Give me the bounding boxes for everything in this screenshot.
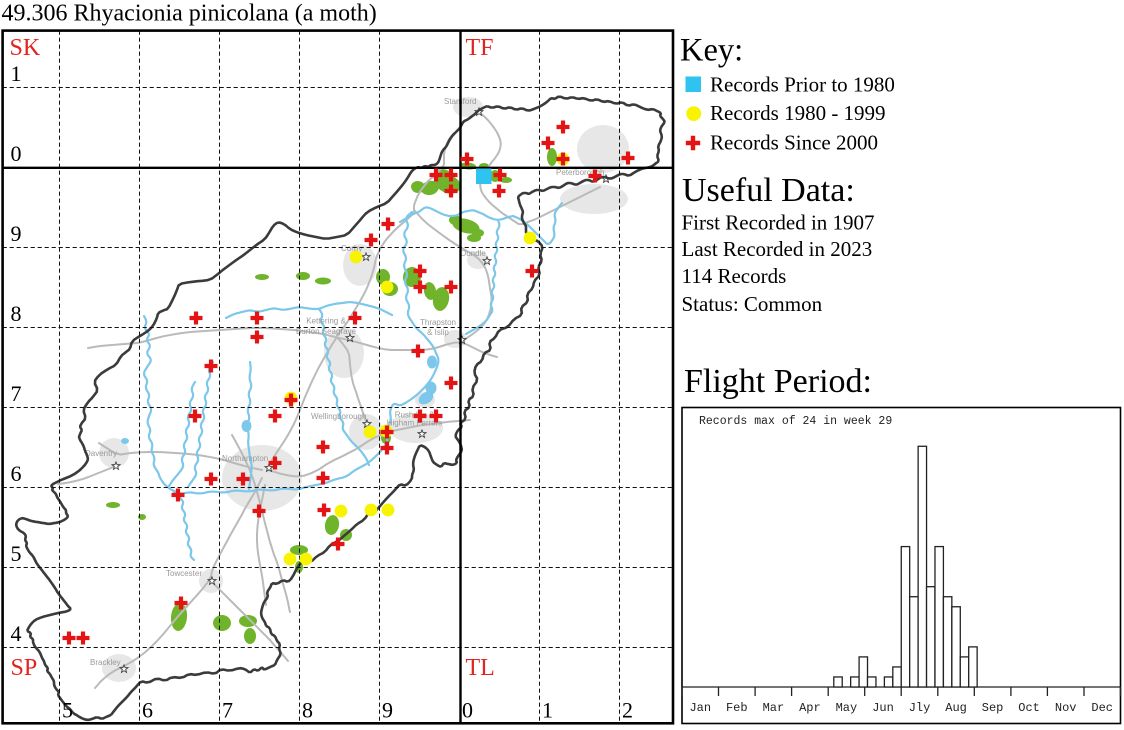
svg-text:0: 0 (11, 141, 22, 166)
svg-text:Aug: Aug (945, 701, 967, 715)
svg-text:Oundle: Oundle (460, 249, 486, 258)
svg-text:2: 2 (622, 697, 633, 722)
svg-text:Thrapston: Thrapston (420, 318, 456, 327)
svg-text:Last Recorded in 2023: Last Recorded in 2023 (682, 237, 873, 261)
svg-text:Wellingborough: Wellingborough (311, 412, 366, 421)
svg-text:Flight Period:: Flight Period: (684, 363, 872, 400)
svg-text:9: 9 (11, 221, 22, 246)
svg-text:Apr: Apr (799, 701, 821, 715)
svg-text:Jly: Jly (909, 701, 931, 715)
svg-text:5: 5 (11, 541, 22, 566)
svg-text:& Islip: & Islip (427, 328, 449, 337)
svg-text:SK: SK (10, 35, 41, 61)
svg-text:6: 6 (11, 461, 22, 486)
svg-text:First Recorded in 1907: First Recorded in 1907 (682, 211, 875, 235)
svg-text:8: 8 (11, 301, 22, 326)
svg-text:8: 8 (302, 697, 313, 722)
svg-text:6: 6 (142, 697, 153, 722)
svg-text:7: 7 (11, 381, 22, 406)
svg-text:Records max of 24 in week 29: Records max of 24 in week 29 (699, 415, 892, 428)
svg-text:Nov: Nov (1055, 701, 1077, 715)
svg-text:Records 1980 - 1999: Records 1980 - 1999 (710, 101, 886, 125)
svg-text:Oct: Oct (1018, 701, 1040, 715)
svg-text:5: 5 (62, 697, 73, 722)
svg-text:Useful Data:: Useful Data: (682, 172, 855, 209)
svg-text:114 Records: 114 Records (682, 264, 787, 288)
svg-text:Records Since 2000: Records Since 2000 (710, 131, 878, 155)
svg-text:49.306 Rhyacionia pinicolana (: 49.306 Rhyacionia pinicolana (a moth) (2, 1, 377, 27)
svg-text:9: 9 (382, 697, 393, 722)
svg-text:Jun: Jun (872, 701, 894, 715)
svg-text:Brackley: Brackley (90, 658, 121, 667)
svg-text:SP: SP (11, 655, 38, 681)
svg-text:Burton Seagrave: Burton Seagrave (296, 327, 357, 336)
svg-text:May: May (836, 701, 858, 715)
svg-text:Peterborough: Peterborough (556, 168, 604, 177)
svg-text:TF: TF (466, 35, 494, 61)
svg-text:Kettering &: Kettering & (306, 317, 346, 326)
svg-text:0: 0 (462, 697, 473, 722)
svg-text:1: 1 (542, 697, 553, 722)
svg-text:Corby: Corby (341, 244, 362, 253)
svg-text:Mar: Mar (763, 701, 785, 715)
svg-text:Feb: Feb (726, 701, 748, 715)
svg-text:Records Prior to 1980: Records Prior to 1980 (710, 73, 895, 97)
svg-text:Daventry: Daventry (85, 449, 117, 458)
svg-text:Higham Ferrers: Higham Ferrers (387, 419, 443, 428)
svg-text:4: 4 (11, 621, 22, 646)
svg-text:7: 7 (222, 697, 233, 722)
svg-text:Northampton: Northampton (222, 454, 268, 463)
svg-text:Status: Common: Status: Common (682, 292, 823, 316)
svg-text:TL: TL (466, 655, 495, 681)
svg-text:Towcester: Towcester (166, 569, 202, 578)
svg-text:Jan: Jan (689, 701, 711, 715)
svg-text:Sep: Sep (982, 701, 1004, 715)
svg-text:1: 1 (11, 61, 22, 86)
svg-text:Key:: Key: (680, 33, 743, 69)
svg-text:Dec: Dec (1091, 701, 1113, 715)
